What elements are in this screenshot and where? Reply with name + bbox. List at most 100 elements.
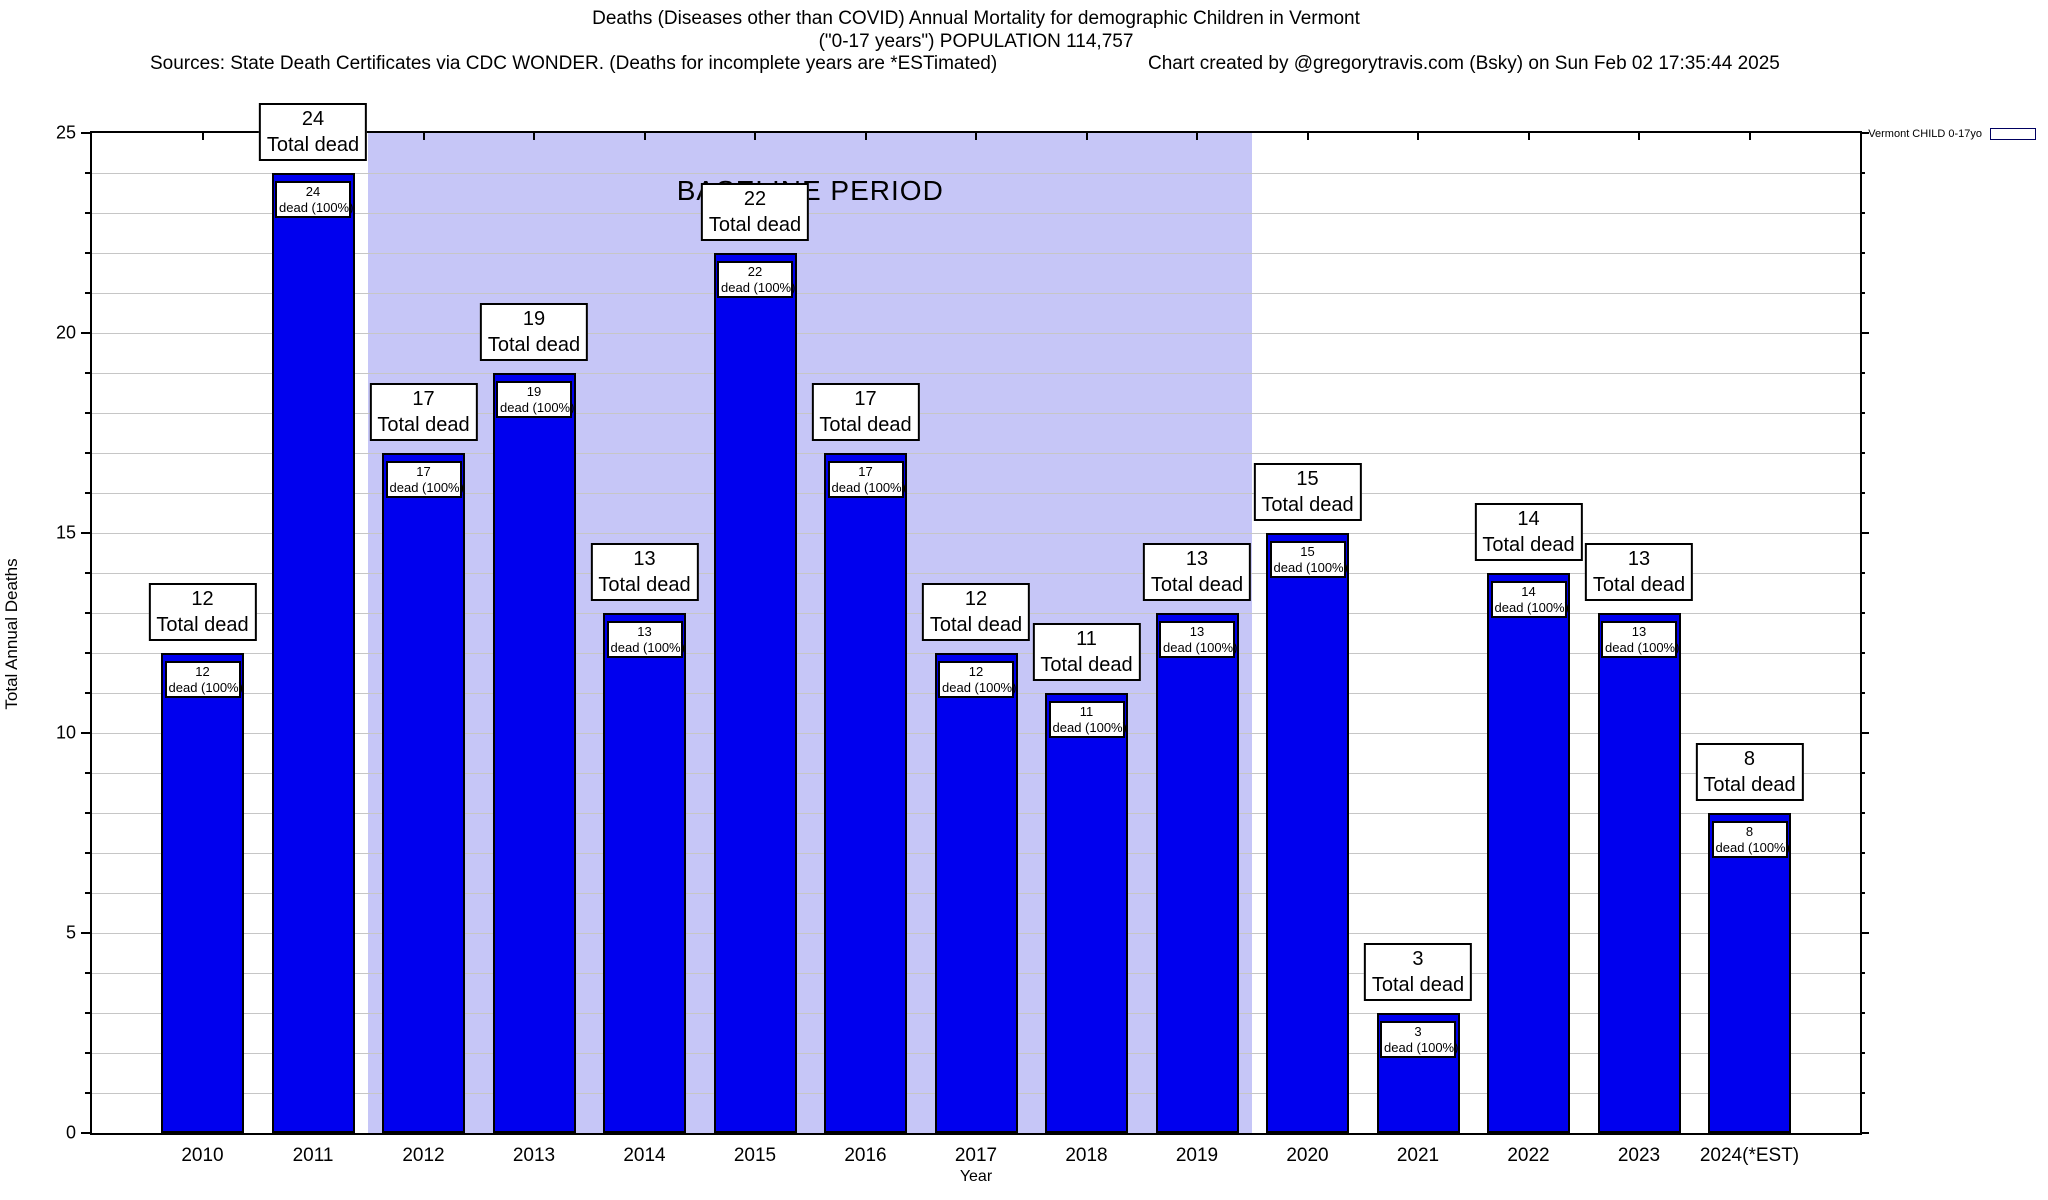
y-tick bbox=[85, 772, 90, 774]
y-axis-title: Total Annual Deaths bbox=[2, 558, 21, 710]
y-tick bbox=[85, 892, 90, 894]
bar-total-label: 13 Total dead bbox=[1584, 543, 1694, 601]
bar bbox=[161, 653, 244, 1133]
y-tick bbox=[1860, 932, 1869, 934]
bar-inner-label: 13 dead (100%) bbox=[606, 621, 685, 659]
bar-inner-label: 15 dead (100%) bbox=[1269, 541, 1348, 579]
y-tick bbox=[85, 852, 90, 854]
bar-total-label: 22 Total dead bbox=[700, 183, 810, 241]
y-tick bbox=[1860, 292, 1865, 294]
bar bbox=[271, 173, 355, 1133]
bar bbox=[492, 373, 576, 1133]
chart-title-line1: Deaths (Diseases other than COVID) Annua… bbox=[592, 8, 1360, 29]
y-tick bbox=[85, 1052, 90, 1054]
bar-inner-label: 17 dead (100%) bbox=[827, 461, 906, 499]
y-tick-label: 15 bbox=[55, 522, 76, 543]
bar-total-label: 12 Total dead bbox=[921, 583, 1031, 641]
y-tick bbox=[1860, 132, 1869, 134]
bar-total-label: 14 Total dead bbox=[1474, 503, 1583, 561]
y-tick bbox=[1860, 612, 1865, 614]
x-tick-label: 2021 bbox=[1396, 1145, 1440, 1166]
x-tick-top bbox=[422, 133, 425, 140]
y-tick bbox=[85, 492, 90, 494]
y-tick-label: 5 bbox=[65, 922, 76, 943]
x-tick-top bbox=[1748, 133, 1751, 140]
sources-note: Sources: State Death Certificates via CD… bbox=[150, 53, 998, 74]
y-tick bbox=[1860, 1092, 1865, 1094]
gridline bbox=[92, 293, 1860, 294]
bar-inner-label: 14 dead (100%) bbox=[1490, 581, 1569, 619]
y-tick bbox=[85, 212, 90, 214]
x-tick-label: 2024(*EST) bbox=[1699, 1145, 1800, 1166]
x-tick-label: 2014 bbox=[623, 1145, 666, 1166]
x-tick-top bbox=[754, 133, 756, 140]
gridline bbox=[92, 493, 1860, 494]
y-tick bbox=[81, 732, 90, 734]
y-tick bbox=[1860, 652, 1865, 654]
x-tick-top bbox=[201, 133, 204, 140]
x-tick-top bbox=[1306, 133, 1309, 140]
y-tick bbox=[1860, 1052, 1865, 1054]
bar bbox=[1266, 533, 1349, 1133]
legend-swatch bbox=[1990, 128, 2036, 140]
y-tick-label: 20 bbox=[55, 322, 76, 343]
x-tick-label: 2016 bbox=[844, 1145, 887, 1166]
bar bbox=[713, 253, 797, 1133]
y-tick bbox=[81, 532, 90, 534]
bar-total-label: 17 Total dead bbox=[369, 383, 478, 441]
x-tick-label: 2011 bbox=[292, 1145, 334, 1166]
gridline bbox=[92, 413, 1860, 414]
bar-total-label: 13 Total dead bbox=[590, 543, 699, 601]
legend: Vermont CHILD 0-17yo bbox=[1868, 128, 2036, 140]
x-axis-title: Year bbox=[959, 1168, 993, 1185]
x-tick-label: 2010 bbox=[181, 1145, 224, 1166]
y-tick bbox=[1860, 332, 1869, 334]
gridline bbox=[92, 333, 1860, 334]
x-tick-label: 2015 bbox=[733, 1145, 777, 1166]
y-tick bbox=[85, 612, 90, 614]
x-tick-top bbox=[1417, 133, 1419, 140]
gridline bbox=[92, 373, 1860, 374]
gridline bbox=[92, 453, 1860, 454]
y-tick bbox=[85, 252, 90, 254]
bar-inner-label: 13 dead (100%) bbox=[1159, 621, 1237, 659]
bar-total-label: 24 Total dead bbox=[258, 103, 368, 161]
x-tick-label: 2018 bbox=[1065, 1145, 1108, 1166]
y-tick bbox=[85, 172, 90, 174]
bar-inner-label: 8 dead (100%) bbox=[1711, 821, 1790, 859]
bar bbox=[1597, 613, 1681, 1133]
x-tick-top bbox=[1638, 133, 1640, 140]
y-tick bbox=[1860, 532, 1869, 534]
bar bbox=[1045, 693, 1128, 1133]
x-tick-top bbox=[1085, 133, 1088, 140]
y-tick bbox=[1860, 812, 1865, 814]
bar-total-label: 17 Total dead bbox=[811, 383, 920, 441]
gridline bbox=[92, 573, 1860, 574]
bar bbox=[1487, 573, 1570, 1133]
y-tick bbox=[85, 652, 90, 654]
y-tick bbox=[1860, 692, 1865, 694]
gridline bbox=[92, 533, 1860, 534]
bar bbox=[382, 453, 465, 1133]
y-tick bbox=[85, 972, 90, 974]
y-tick bbox=[81, 932, 90, 934]
bar bbox=[1708, 813, 1791, 1133]
y-tick bbox=[85, 692, 90, 694]
bar-inner-label: 17 dead (100%) bbox=[385, 461, 464, 499]
y-tick bbox=[85, 292, 90, 294]
x-tick-top bbox=[533, 133, 535, 140]
y-tick bbox=[1860, 492, 1865, 494]
x-tick-label: 2012 bbox=[402, 1145, 445, 1166]
bar-total-label: 15 Total dead bbox=[1253, 463, 1362, 521]
y-tick bbox=[85, 452, 90, 454]
bar-total-label: 8 Total dead bbox=[1695, 743, 1804, 801]
y-tick bbox=[85, 1012, 90, 1014]
bar bbox=[603, 613, 686, 1133]
y-tick bbox=[1860, 972, 1865, 974]
y-tick bbox=[1860, 212, 1865, 214]
x-tick-top bbox=[975, 133, 977, 140]
y-tick bbox=[1860, 372, 1865, 374]
x-tick-top bbox=[864, 133, 867, 140]
x-tick-label: 2023 bbox=[1617, 1145, 1661, 1166]
bar-total-label: 19 Total dead bbox=[479, 303, 589, 361]
